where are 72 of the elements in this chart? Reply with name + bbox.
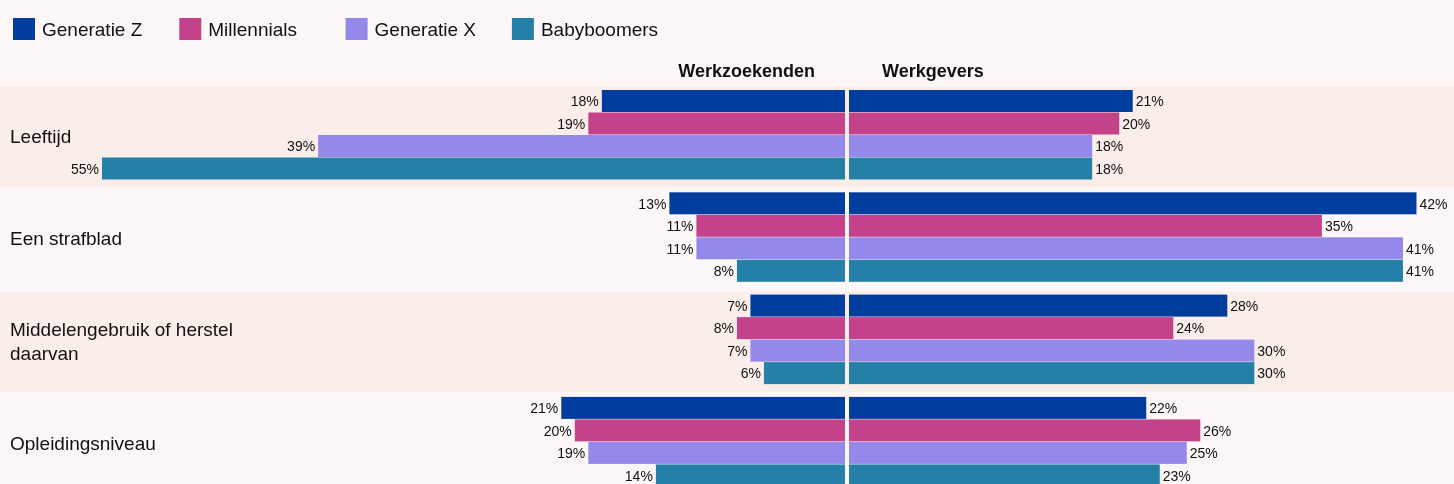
data-label: 20% [1122,115,1151,132]
data-label: 13% [638,195,667,212]
data-label: 7% [727,342,748,359]
legend-label: Millennials [208,19,297,40]
data-label: 6% [740,365,761,382]
data-label: 8% [713,320,734,337]
bar [849,157,1093,180]
data-label: 18% [1095,138,1124,155]
bar [588,112,845,135]
data-label: 24% [1176,320,1205,337]
bar [588,441,845,464]
bar [849,259,1403,282]
chart-title: Werkzoekenden [678,61,815,81]
bar [849,135,1093,157]
bar [849,441,1187,464]
data-label: 14% [624,467,653,484]
data-label: 35% [1324,218,1353,235]
y-tick-label: Middelengebruik of herstel daarvan [10,318,233,364]
bar [750,294,845,317]
legend-label: Generatie Z [42,19,143,40]
bar [849,90,1133,112]
y-tick-label: Een strafblad [10,228,122,250]
legend-label: Babyboomers [540,19,659,40]
data-label: 8% [713,263,734,280]
data-label: 30% [1257,365,1286,382]
bar [736,259,845,282]
data-label: 28% [1230,297,1259,314]
data-label: 11% [666,240,694,257]
data-label: 41% [1405,240,1434,257]
data-label: 25% [1189,445,1218,462]
bar [849,317,1174,340]
data-label: 18% [570,93,599,110]
bar [102,157,845,180]
data-label: 19% [557,115,586,132]
data-label: 7% [727,297,748,314]
bar [574,419,845,442]
data-label: 19% [557,445,586,462]
bar [763,362,845,385]
data-label: 21% [1135,93,1164,110]
bar [849,339,1255,362]
bar [750,339,845,362]
text: Werkgevers [882,61,984,81]
y-tick-label: Leeftijd [10,126,72,148]
data-label: 18% [1095,160,1124,177]
bar [849,214,1322,237]
bar [849,112,1120,135]
bar [561,396,845,419]
bar [849,419,1201,442]
bar [318,135,845,157]
bar [696,237,845,260]
bar [601,90,845,112]
y-tick-label: Opleidingsniveau [10,433,156,455]
bar [669,192,845,215]
data-label: 39% [287,138,316,155]
data-label: 26% [1203,422,1232,439]
data-label: 21% [530,400,559,417]
bar [849,237,1403,260]
data-label: 23% [1162,467,1191,484]
data-label: 20% [543,422,572,439]
data-label: 42% [1419,195,1448,212]
data-label: 11% [666,218,694,235]
bar [849,362,1255,385]
data-label: 55% [70,160,99,177]
data-label: 22% [1149,400,1178,417]
bar [696,214,845,237]
bar [849,294,1228,317]
data-label: 30% [1257,342,1286,359]
legend-label: Generatie X [374,19,477,40]
bar [849,396,1147,419]
bar [849,192,1417,215]
bar [736,317,845,340]
data-label: 41% [1405,263,1434,280]
